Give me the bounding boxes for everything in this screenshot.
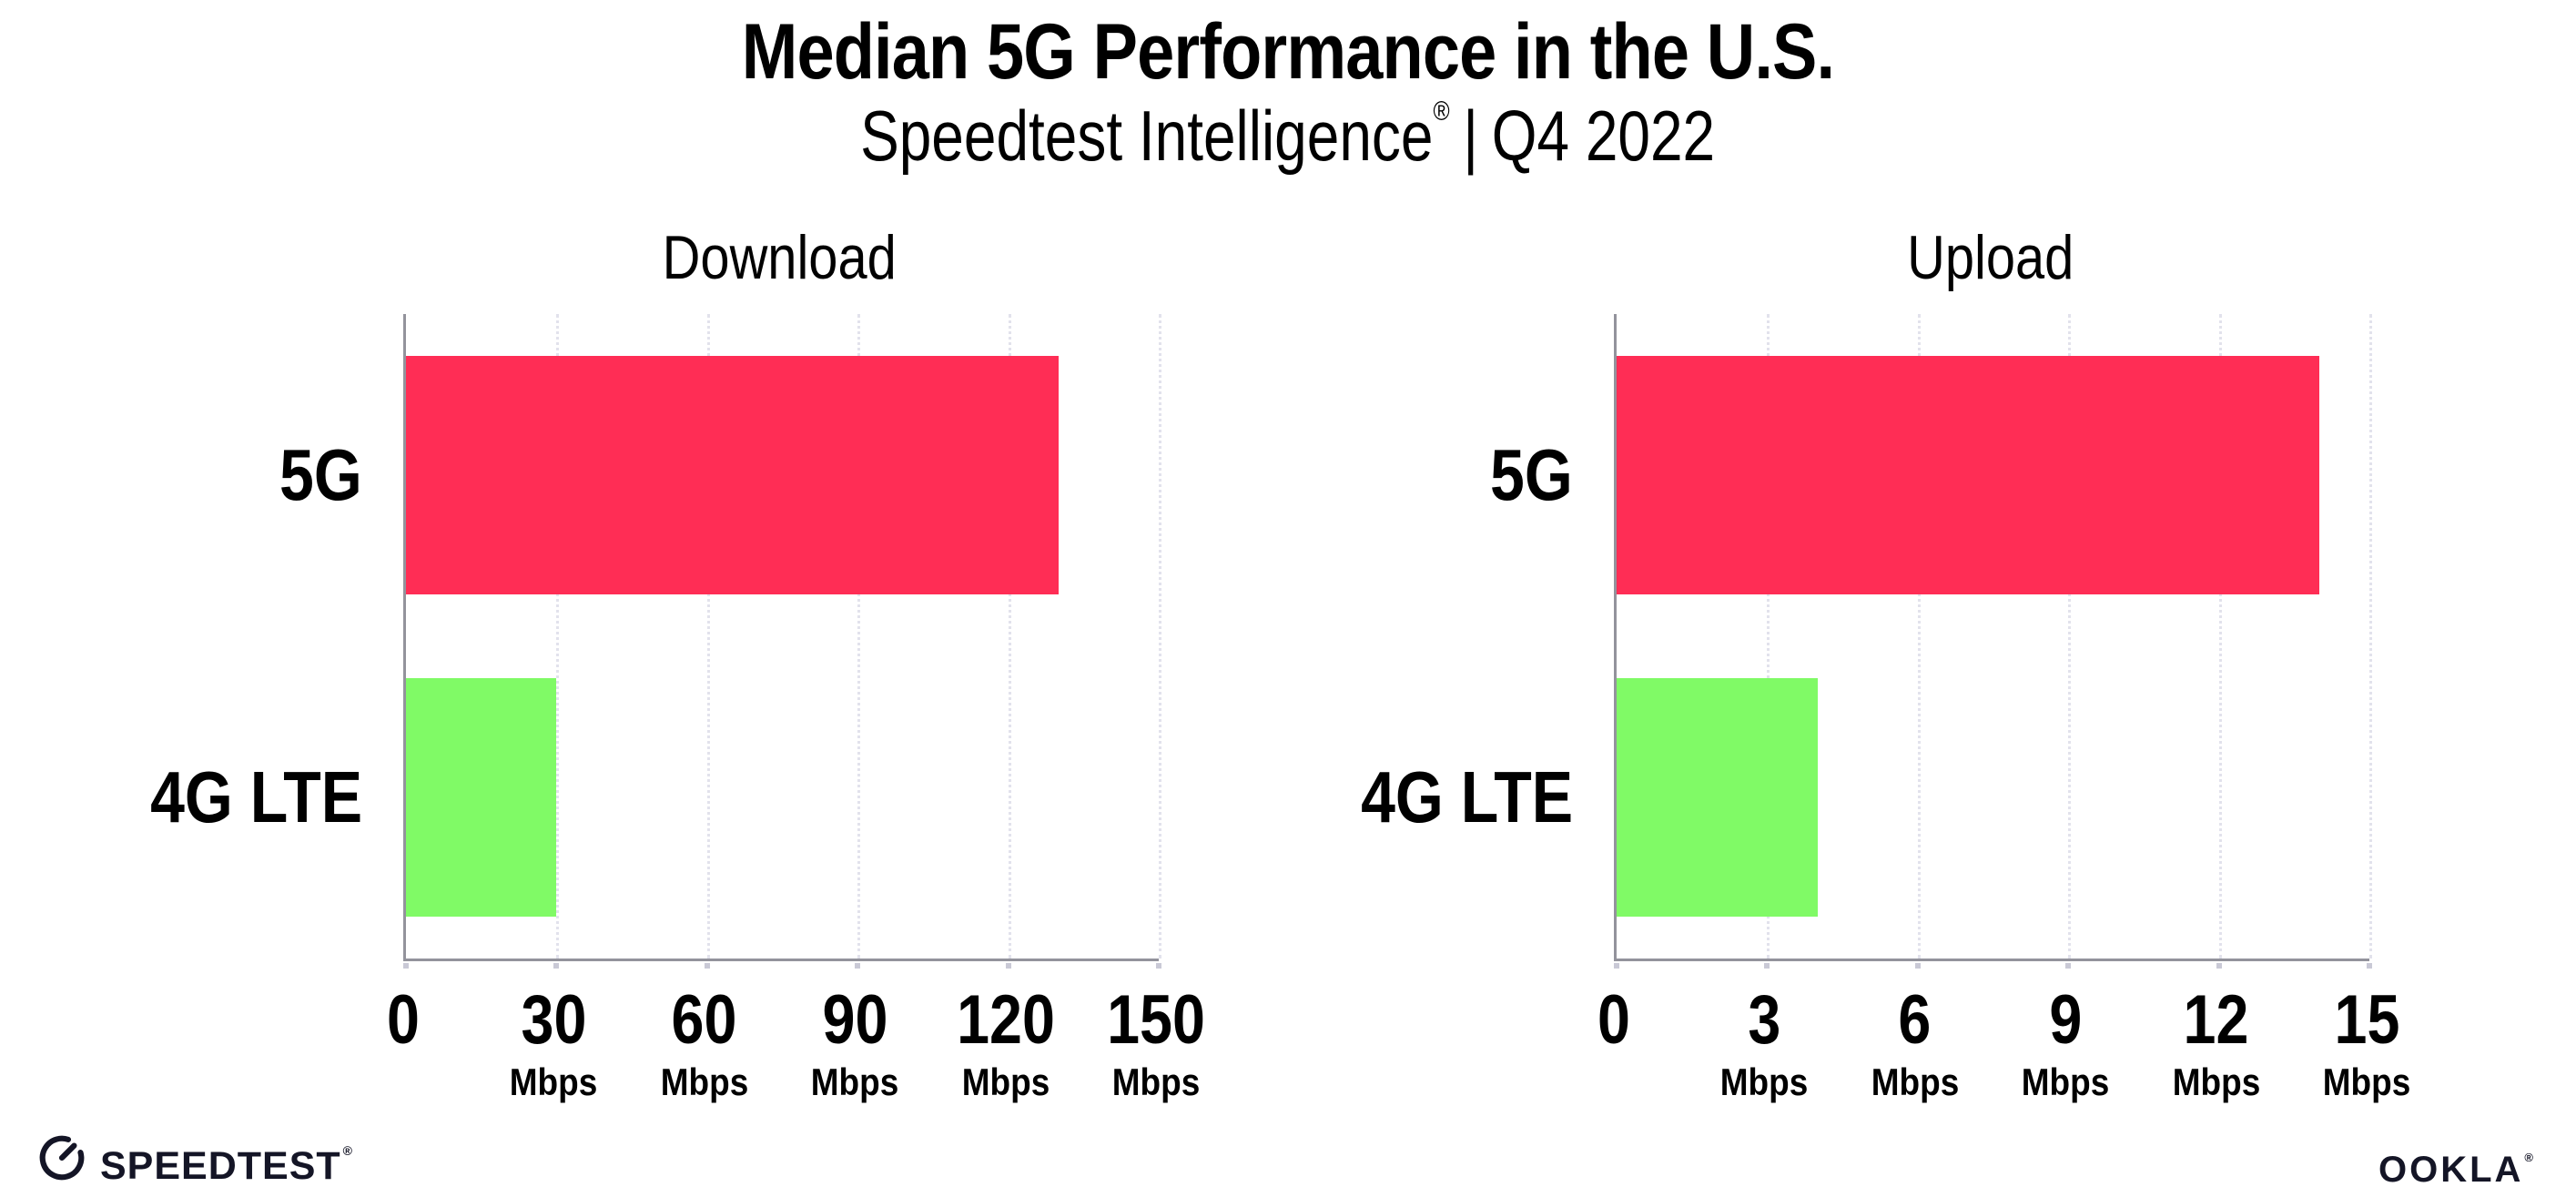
x-tick-value: 15 [2334, 981, 2399, 1059]
download-chart-title: Download [662, 223, 898, 292]
ookla-logo: OOKLA® [2378, 1138, 2536, 1190]
bar-5g [1617, 356, 2319, 594]
x-tick-0: 0 [1595, 986, 1633, 1055]
page-title: Median 5G Performance in the U.S. [741, 8, 1835, 96]
x-tick-6: 6 Mbps [1865, 986, 1965, 1102]
gridline-3-mbps [1767, 314, 1770, 959]
ookla-trademark-icon: ® [2524, 1151, 2536, 1164]
axis-tickmark [2367, 963, 2372, 969]
bar-4g-lte [1617, 678, 1818, 917]
x-tick-60: 60 Mbps [654, 986, 755, 1102]
axis-tickmark [1614, 963, 1619, 969]
category-label-text: 5G [279, 434, 362, 515]
chart-header: Median 5G Performance in the U.S. Speedt… [0, 8, 2576, 172]
subtitle-period: Q4 2022 [1492, 96, 1716, 177]
axis-tickmark [1156, 963, 1161, 969]
category-label-5g: 5G [0, 434, 362, 516]
speedtest-trademark-icon: ® [342, 1142, 353, 1158]
speedtest-logo: SPEEDTEST ® [36, 1131, 353, 1188]
category-label-text: 4G LTE [1361, 756, 1573, 837]
axis-tickmark [855, 963, 861, 969]
x-tick-unit: Mbps [1871, 1060, 1960, 1103]
gridline-120-mbps [1008, 314, 1011, 959]
x-tick-value: 0 [1597, 981, 1630, 1059]
axis-tickmark [2065, 963, 2072, 969]
speedtest-gauge-icon [39, 1135, 85, 1181]
gridline-90-mbps [857, 314, 861, 959]
x-tick-unit: Mbps [1720, 1060, 1809, 1103]
x-tick-unit: Mbps [510, 1060, 598, 1103]
x-tick-9: 9 Mbps [2015, 986, 2115, 1102]
upload-chart-title: Upload [1906, 223, 2074, 292]
category-label-text: 4G LTE [150, 756, 362, 837]
x-tick-unit: Mbps [2172, 1060, 2260, 1103]
gridline-150-mbps [1159, 314, 1161, 959]
x-tick-value: 6 [1898, 981, 1932, 1059]
x-tick-3: 3 Mbps [1715, 986, 1815, 1102]
x-tick-30: 30 Mbps [504, 986, 604, 1102]
x-tick-value: 9 [2049, 981, 2083, 1059]
upload-plot-area [1614, 314, 2372, 969]
registered-trademark-icon: ® [1433, 96, 1450, 127]
x-tick-12: 12 Mbps [2166, 986, 2267, 1102]
gridline-60-mbps [706, 314, 710, 959]
axis-tickmark [403, 963, 409, 969]
bar-5g [406, 356, 1059, 594]
page-subtitle: Speedtest Intelligence® | Q4 2022 [860, 96, 1715, 172]
ookla-logo-text: OOKLA [2378, 1150, 2524, 1190]
axis-tickmark [2216, 963, 2222, 969]
x-tick-90: 90 Mbps [805, 986, 905, 1102]
category-label-4g-lte: 4G LTE [0, 756, 362, 838]
axis-tickmark [553, 963, 560, 969]
x-tick-unit: Mbps [961, 1060, 1050, 1103]
gridline-6-mbps [1917, 314, 1921, 959]
axis-tickmark [1764, 963, 1770, 969]
x-tick-unit: Mbps [810, 1060, 899, 1103]
download-chart: Download 0 30 Mbps 60 Mbps 90 Mbps 120 Mbps 150 Mb… [0, 223, 1211, 1124]
axis-tickmark [1005, 963, 1011, 969]
x-tick-0: 0 [384, 986, 422, 1055]
x-tick-value: 60 [671, 981, 737, 1059]
axis-tickmark [1914, 963, 1921, 969]
x-tick-value: 30 [521, 981, 587, 1059]
charts-row: Download 0 30 Mbps 60 Mbps 90 Mbps 120 Mbps 150 Mb… [0, 223, 2576, 1124]
subtitle-separator: | [1463, 96, 1479, 177]
category-label-5g: 5G [1211, 434, 1573, 516]
upload-chart: Upload 0 3 Mbps 6 Mbps 9 Mbps 12 Mbps 15 Mbps 5G 4G … [1211, 223, 2421, 1124]
bar-4g-lte [406, 678, 557, 917]
x-tick-value: 90 [822, 981, 888, 1059]
x-tick-value: 3 [1748, 981, 1781, 1059]
x-tick-value: 120 [956, 981, 1055, 1059]
gridline-12-mbps [2218, 314, 2222, 959]
x-tick-150: 150 Mbps [1099, 986, 1214, 1102]
gridline-15-mbps [2369, 314, 2372, 959]
x-tick-unit: Mbps [660, 1060, 749, 1103]
x-tick-value: 150 [1107, 981, 1205, 1059]
axis-tickmark [704, 963, 710, 969]
category-label-4g-lte: 4G LTE [1211, 756, 1573, 838]
speedtest-logo-text: SPEEDTEST ® [100, 1142, 353, 1188]
download-plot-area [403, 314, 1161, 969]
gridline-30-mbps [556, 314, 560, 959]
x-tick-15: 15 Mbps [2317, 986, 2417, 1102]
category-label-text: 5G [1490, 434, 1573, 515]
x-tick-value: 0 [387, 981, 420, 1059]
x-tick-unit: Mbps [1111, 1060, 1201, 1103]
x-tick-120: 120 Mbps [948, 986, 1063, 1102]
gridline-9-mbps [2068, 314, 2072, 959]
x-tick-value: 12 [2183, 981, 2249, 1059]
subtitle-brand: Speedtest Intelligence [860, 96, 1434, 177]
x-tick-unit: Mbps [2021, 1060, 2110, 1103]
x-tick-unit: Mbps [2322, 1060, 2411, 1103]
